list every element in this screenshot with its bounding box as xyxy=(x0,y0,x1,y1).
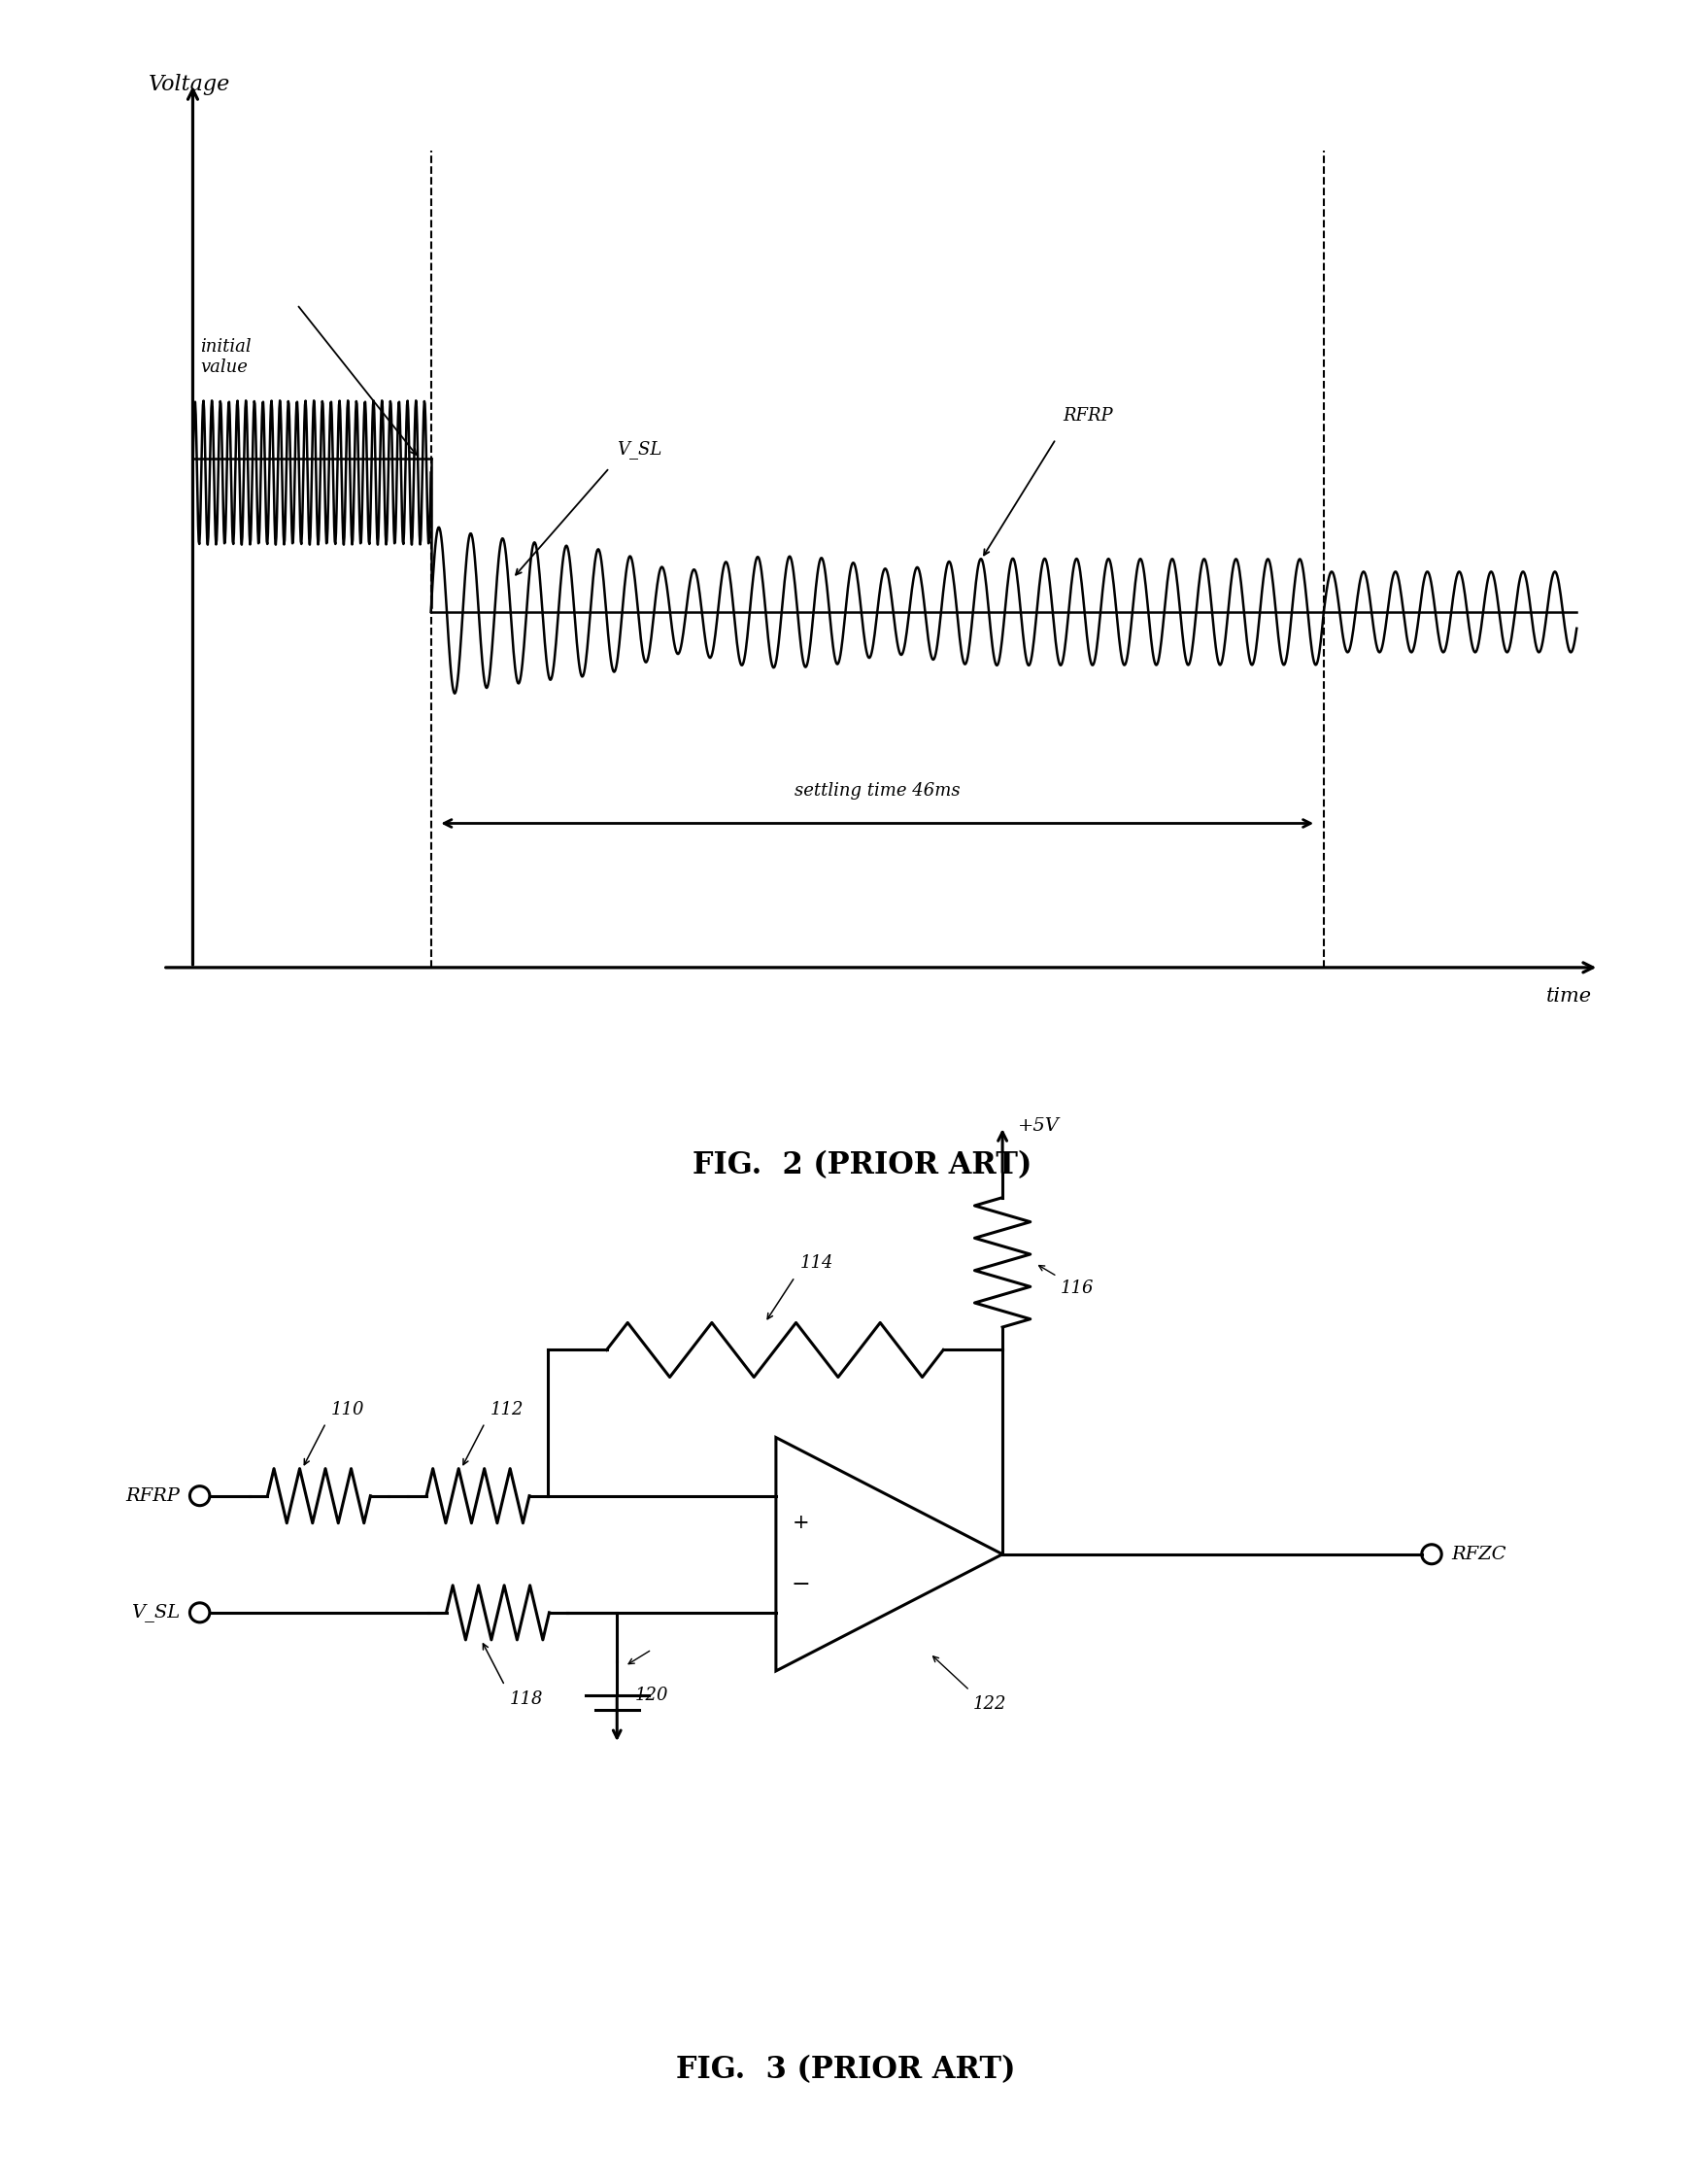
Text: RFZC: RFZC xyxy=(1451,1546,1507,1564)
Text: 110: 110 xyxy=(331,1400,364,1417)
Text: RFRP: RFRP xyxy=(1064,406,1113,424)
Text: 120: 120 xyxy=(634,1686,668,1704)
Text: settling time 46ms: settling time 46ms xyxy=(795,782,960,799)
Text: 116: 116 xyxy=(1060,1280,1094,1297)
Text: RFRP: RFRP xyxy=(125,1487,179,1505)
Text: V_SL: V_SL xyxy=(617,439,661,459)
Text: FIG.  3 (PRIOR ART): FIG. 3 (PRIOR ART) xyxy=(676,2055,1015,2086)
Text: +5V: +5V xyxy=(1018,1118,1059,1136)
Text: 112: 112 xyxy=(490,1400,523,1417)
Text: FIG.  2 (PRIOR ART): FIG. 2 (PRIOR ART) xyxy=(693,1151,1032,1179)
Text: 118: 118 xyxy=(509,1690,543,1708)
Text: Voltage: Voltage xyxy=(149,74,230,96)
Text: +: + xyxy=(793,1514,810,1533)
Text: 122: 122 xyxy=(972,1695,1006,1712)
Text: 114: 114 xyxy=(800,1254,834,1271)
Text: V_SL: V_SL xyxy=(132,1603,179,1623)
Text: −: − xyxy=(791,1575,810,1597)
Text: initial
value: initial value xyxy=(200,339,252,376)
Text: time: time xyxy=(1546,987,1591,1007)
